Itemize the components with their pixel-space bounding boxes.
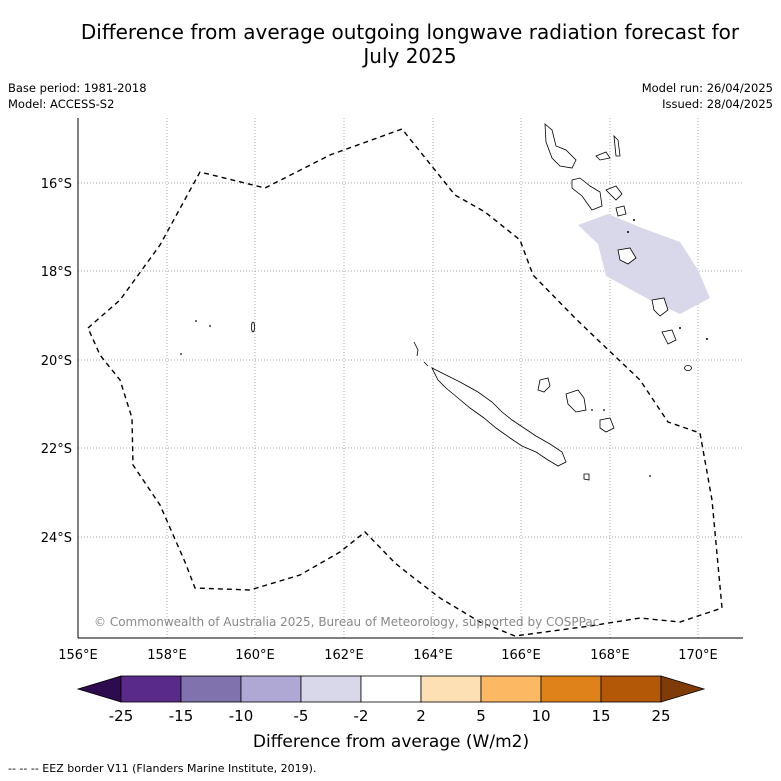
colorbar-segment	[120, 675, 182, 703]
y-tick-label: 18°S	[41, 265, 72, 280]
colorbar-segment	[300, 675, 362, 703]
vanuatu-island	[571, 177, 603, 211]
vanuatu-island	[651, 297, 669, 317]
vanuatu-island	[684, 365, 692, 371]
colorbar-tick: -15	[169, 707, 194, 725]
islet	[413, 341, 419, 357]
title-line-2: July 2025	[363, 44, 457, 68]
x-tick-label: 160°E	[235, 648, 275, 663]
vanuatu-island	[605, 185, 623, 201]
colorbar-segment	[180, 675, 242, 703]
title-line-1: Difference from average outgoing longwav…	[80, 20, 740, 44]
vanuatu-island	[661, 329, 677, 345]
colorbar-tick: 2	[416, 707, 426, 725]
islet	[706, 338, 708, 340]
x-tick-label: 170°E	[678, 648, 718, 663]
anomaly-region	[578, 214, 710, 314]
x-tick-label: 168°E	[590, 648, 630, 663]
colorbar-tick: 5	[476, 707, 486, 725]
y-tick-label: 16°S	[41, 177, 72, 192]
islet	[679, 327, 681, 329]
reef	[209, 325, 211, 327]
colorbar-label: Difference from average (W/m2)	[253, 732, 529, 752]
colorbar-tick: -2	[354, 707, 369, 725]
islet	[423, 361, 429, 367]
colorbar-tick: 15	[591, 707, 610, 725]
loyalty-island	[565, 389, 587, 413]
y-tick-label: 22°S	[41, 442, 72, 457]
colorbar-segment	[420, 675, 482, 703]
colorbar-extend-high	[660, 675, 706, 703]
x-tick-label: 156°E	[58, 648, 98, 663]
reef	[180, 353, 182, 355]
x-tick-label: 158°E	[147, 648, 187, 663]
base-period: Base period: 1981-2018	[8, 81, 147, 95]
eez-legend-note: -- -- -- EEZ border V11 (Flanders Marine…	[8, 762, 317, 775]
vanuatu-island	[595, 151, 611, 161]
map-frame	[78, 118, 743, 638]
islet	[583, 473, 590, 481]
islet	[627, 231, 629, 233]
colorbar-tick: -25	[109, 707, 134, 725]
model-run: Model run: 26/04/2025	[641, 81, 773, 95]
x-tick-label: 164°E	[413, 648, 453, 663]
colorbar-tick: -5	[294, 707, 309, 725]
loyalty-island	[537, 377, 551, 393]
colorbar-tick-labels: -25 -15 -10 -5 -2 2 5 10 15 25	[109, 707, 671, 725]
islet	[591, 409, 593, 411]
model-info-left: Base period: 1981-2018 Model: ACCESS-S2	[8, 80, 147, 112]
reef	[195, 320, 197, 322]
model-name: Model: ACCESS-S2	[8, 97, 115, 111]
islet	[633, 219, 635, 221]
colorbar-extend-low	[76, 675, 122, 703]
colorbar	[76, 675, 706, 703]
y-tick-label: 20°S	[41, 354, 72, 369]
vanuatu-island	[613, 134, 621, 157]
loyalty-island	[599, 417, 615, 433]
colorbar-tick: -10	[229, 707, 254, 725]
vanuatu-island	[617, 247, 637, 265]
x-tick-label: 162°E	[324, 648, 364, 663]
x-tick-label: 166°E	[501, 648, 541, 663]
islet	[649, 475, 651, 477]
colorbar-segment	[540, 675, 602, 703]
copyright-text: © Commonwealth of Australia 2025, Bureau…	[94, 615, 599, 629]
map-title: Difference from average outgoing longwav…	[40, 20, 780, 68]
colorbar-segment	[480, 675, 542, 703]
reef	[251, 321, 255, 333]
vanuatu-island	[615, 205, 627, 217]
y-tick-labels: 16°S 18°S 20°S 22°S 24°S	[41, 177, 72, 546]
y-tick-label: 24°S	[41, 531, 72, 546]
eez-border	[87, 128, 723, 637]
vanuatu-island	[544, 123, 577, 169]
colorbar-segment	[360, 675, 422, 703]
model-info-right: Model run: 26/04/2025 Issued: 28/04/2025	[642, 80, 773, 112]
colorbar-tick: 10	[531, 707, 550, 725]
issued-date: Issued: 28/04/2025	[662, 97, 773, 111]
islet	[603, 409, 605, 411]
colorbar-segment	[600, 675, 662, 703]
colorbar-segment	[240, 675, 302, 703]
new-caledonia-island	[431, 367, 567, 467]
x-tick-labels: 156°E 158°E 160°E 162°E 164°E 166°E 168°…	[58, 648, 718, 663]
colorbar-tick: 25	[651, 707, 670, 725]
